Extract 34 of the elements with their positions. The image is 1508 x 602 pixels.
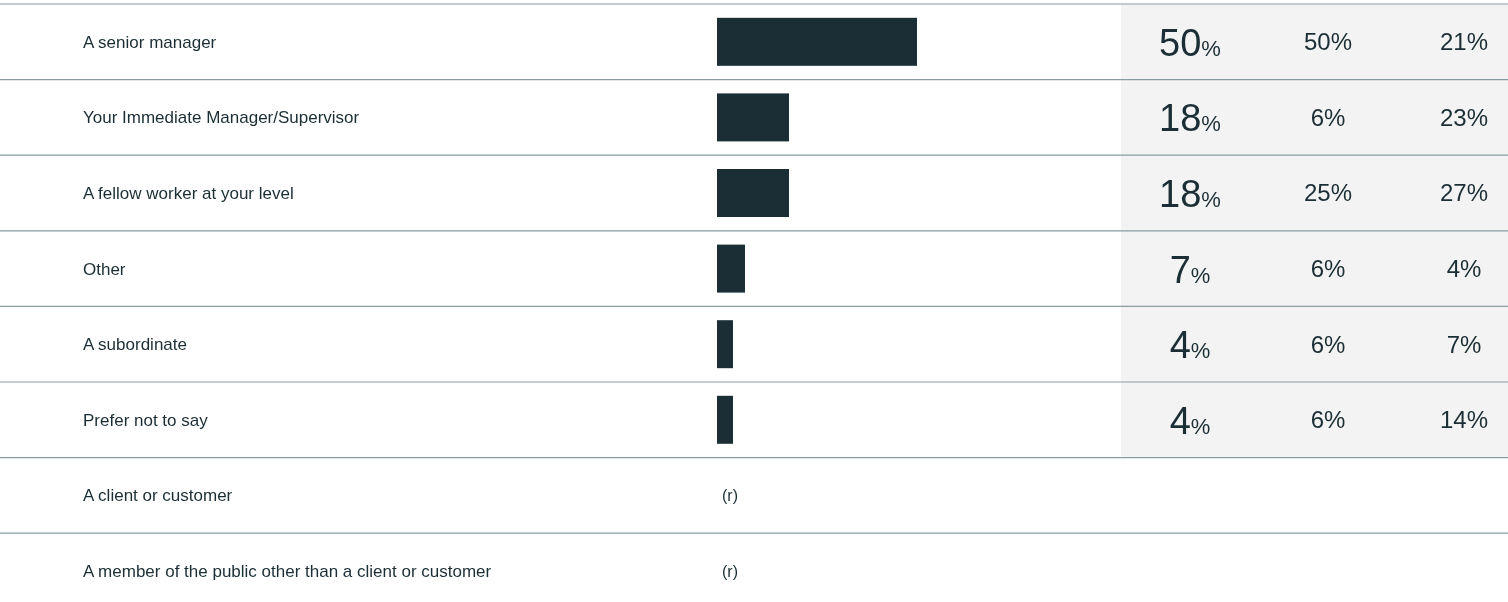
text: 6% bbox=[1310, 103, 1346, 131]
text: 21% bbox=[1439, 28, 1489, 56]
data-label: 18% bbox=[1159, 173, 1221, 215]
data-label: 50% bbox=[1159, 21, 1221, 64]
text: 50% bbox=[1303, 28, 1353, 56]
data-label: 7% bbox=[1169, 248, 1211, 291]
text: 23% bbox=[1439, 103, 1489, 131]
y-tick-label: A subordinate bbox=[83, 335, 187, 355]
y-tick-label: A client or customer bbox=[83, 486, 233, 506]
y-tick-label: A senior manager bbox=[83, 32, 217, 52]
text: (r) bbox=[722, 487, 738, 504]
bar bbox=[717, 93, 789, 142]
y-tick-label: Your Immediate Manager/Supervisor bbox=[83, 108, 360, 128]
text: 6% bbox=[1310, 255, 1346, 282]
text: (r) bbox=[722, 562, 738, 580]
data-label: 4% bbox=[1169, 399, 1211, 442]
bar bbox=[717, 17, 917, 66]
bar bbox=[717, 320, 733, 369]
text: 6% bbox=[1310, 330, 1346, 358]
y-tick-label: Prefer not to say bbox=[83, 410, 209, 430]
text: 7% bbox=[1446, 330, 1482, 358]
text: 25% bbox=[1303, 179, 1353, 207]
bar bbox=[717, 395, 733, 444]
text: 6% bbox=[1310, 406, 1346, 434]
data-label: 4% bbox=[1169, 324, 1211, 367]
y-tick-label: A fellow worker at your level bbox=[83, 183, 294, 203]
y-tick-label: A member of the public other than a client or customer bbox=[83, 561, 492, 581]
bar bbox=[717, 169, 789, 217]
bar bbox=[717, 244, 745, 293]
text: 27% bbox=[1439, 179, 1489, 207]
text: 4% bbox=[1446, 255, 1482, 282]
text: 14% bbox=[1439, 406, 1489, 434]
y-tick-label: Other bbox=[83, 259, 126, 279]
data-label: 18% bbox=[1159, 97, 1221, 140]
